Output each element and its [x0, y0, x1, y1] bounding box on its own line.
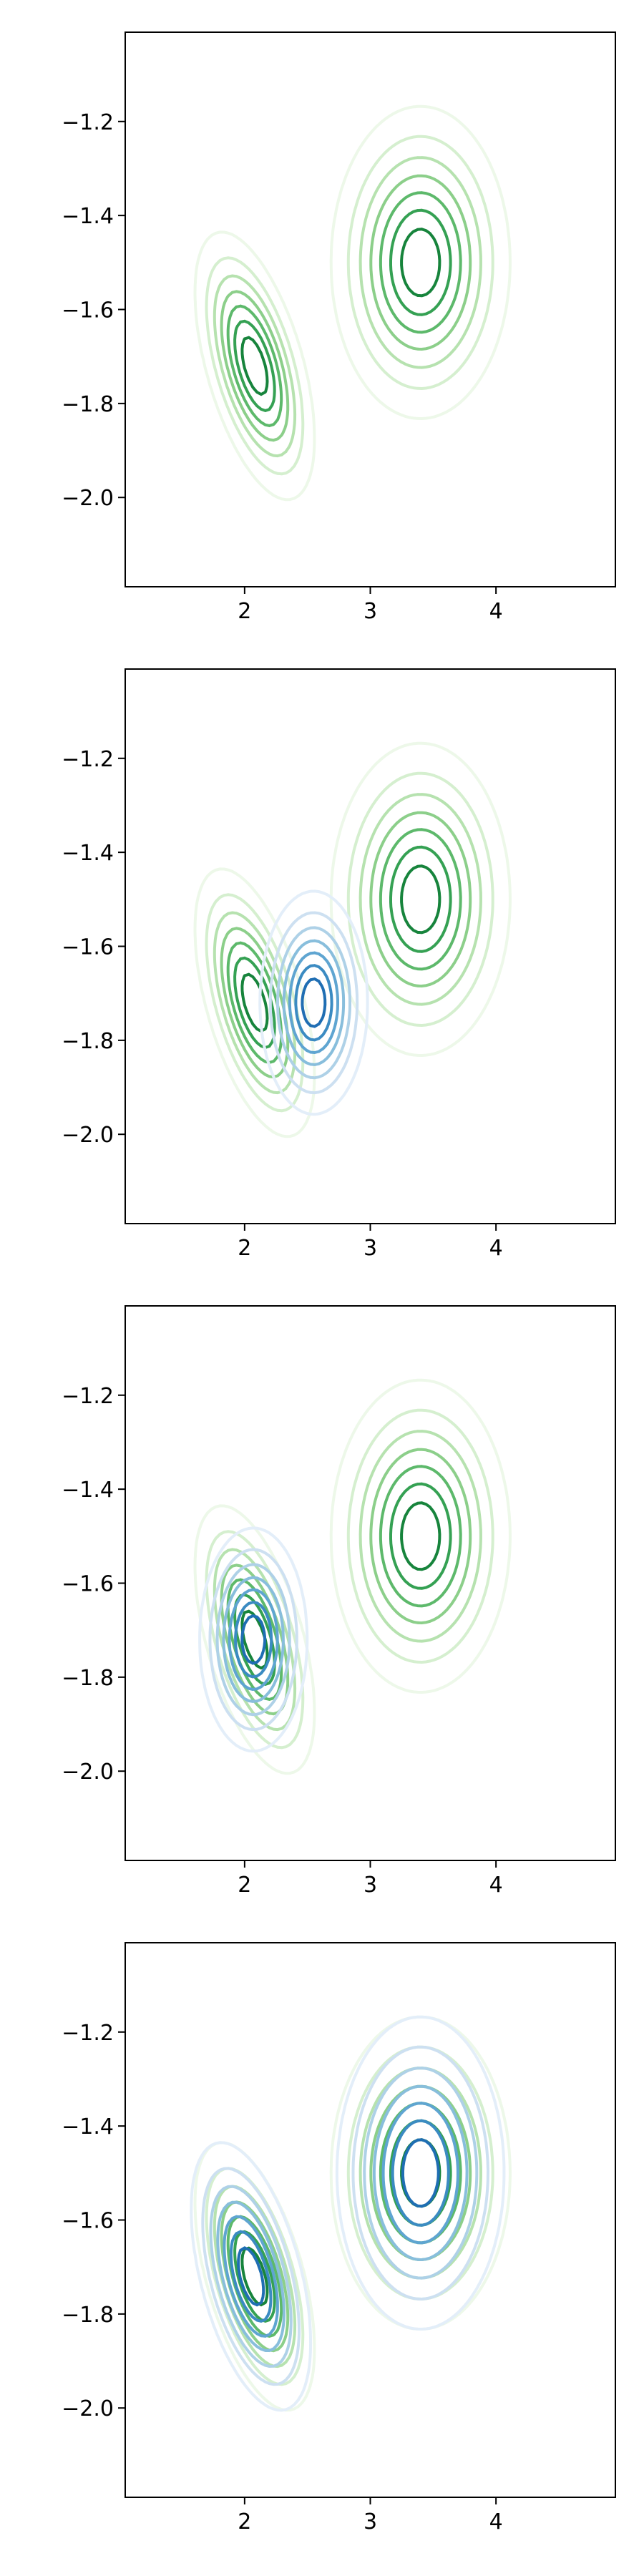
plot-area — [193, 741, 512, 1138]
contour-blues-level-5 — [288, 951, 339, 1054]
y-tick-label: −1.6 — [62, 2209, 114, 2234]
y-tick-label: −2.0 — [62, 1123, 114, 1148]
contour-blues-level-3 — [209, 2067, 479, 2368]
contour-blues-level-1 — [198, 1526, 309, 1753]
plot-area — [193, 1378, 512, 1775]
contour-blues-level-7 — [240, 1614, 267, 1665]
y-tick-label: −1.8 — [62, 392, 114, 417]
x-tick-label: 2 — [238, 599, 251, 624]
contour-blues-level-7 — [237, 2138, 440, 2307]
contour-blues-level-3 — [215, 1563, 291, 1717]
contour-greens-level-4 — [220, 174, 472, 442]
y-tick-label: −2.0 — [62, 1760, 114, 1785]
axes-frame — [125, 31, 616, 587]
x-tick-label: 2 — [238, 1873, 251, 1898]
y-tick-label: −1.2 — [62, 110, 114, 135]
contour-greens-level-1 — [193, 1378, 512, 1775]
contour-blues-level-5 — [228, 1588, 279, 1691]
contour-blues-level-4 — [216, 2084, 469, 2352]
contour-blues-level-5 — [223, 2102, 459, 2338]
series-greens — [193, 1378, 512, 1775]
y-tick-label: −1.4 — [62, 204, 114, 229]
y-tick-label: −2.0 — [62, 486, 114, 511]
contour-greens-level-7 — [240, 864, 441, 1033]
contour-blues-level-3 — [276, 926, 351, 1080]
y-tick-label: −1.4 — [62, 841, 114, 866]
contour-blues-level-1 — [190, 2015, 506, 2412]
contour-greens-level-4 — [220, 811, 472, 1079]
contour-greens-level-3 — [213, 793, 482, 1095]
x-tick-label: 4 — [489, 1873, 503, 1898]
x-tick-label: 2 — [238, 1236, 251, 1261]
x-tick-label: 2 — [238, 2509, 251, 2534]
panel-3: 2 3 4 −2.0 −1.8 −1.6 −1.4 −1.2 — [62, 1305, 616, 1898]
panel-2: 2 3 4 −2.0 −1.8 −1.6 −1.4 −1.2 — [62, 668, 616, 1261]
x-tick-label: 4 — [489, 599, 503, 624]
y-tick-label: −1.6 — [62, 935, 114, 960]
y-tick-label: −2.0 — [62, 2396, 114, 2421]
contour-blues-level-4 — [222, 1576, 285, 1703]
x-tick-label: 3 — [364, 2509, 377, 2534]
axes-frame — [125, 668, 616, 1224]
y-tick-label: −1.2 — [62, 2021, 114, 2046]
contour-greens-level-5 — [226, 1465, 462, 1701]
series-blues — [258, 889, 369, 1116]
series-greens — [193, 104, 512, 502]
contour-greens-level-6 — [233, 208, 452, 412]
contour-greens-level-7 — [240, 228, 441, 396]
contour-blues-level-6 — [229, 2119, 450, 2323]
contour-greens-level-5 — [226, 828, 462, 1064]
x-tick-label: 3 — [364, 1873, 377, 1898]
plot-area — [193, 104, 512, 502]
x-tick-label: 4 — [489, 2509, 503, 2534]
y-tick-label: −1.2 — [62, 1384, 114, 1409]
series-blues — [190, 2015, 506, 2412]
y-tick-label: −1.8 — [62, 1029, 114, 1054]
contour-blues-level-4 — [282, 939, 346, 1066]
y-tick-label: −1.6 — [62, 298, 114, 323]
y-tick-label: −1.6 — [62, 1572, 114, 1597]
panel-1: 2 3 4 −2.0 −1.8 −1.6 −1.4 −1.2 — [62, 31, 616, 624]
plot-area — [190, 2015, 512, 2412]
contour-blues-level-2 — [268, 911, 359, 1095]
contour-blues-level-2 — [208, 1548, 298, 1732]
axes-frame — [125, 1305, 616, 1861]
y-tick-label: −1.8 — [62, 2303, 114, 2328]
x-tick-label: 3 — [364, 599, 377, 624]
y-tick-label: −1.4 — [62, 1478, 114, 1503]
contour-greens-level-2 — [205, 135, 494, 476]
contour-greens-level-2 — [205, 771, 494, 1113]
contour-blues-level-1 — [258, 889, 369, 1116]
contour-blues-level-6 — [234, 1601, 273, 1679]
contour-blues-level-7 — [301, 977, 327, 1028]
contour-greens-level-5 — [226, 191, 462, 427]
contour-greens-level-1 — [193, 741, 512, 1138]
y-tick-label: −1.8 — [62, 1666, 114, 1691]
contour-blues-level-6 — [294, 964, 333, 1042]
y-tick-label: −1.2 — [62, 747, 114, 772]
contour-blues-level-2 — [201, 2045, 489, 2386]
series-greens — [193, 741, 512, 1138]
x-tick-label: 3 — [364, 1236, 377, 1261]
contour-greens-level-3 — [213, 156, 482, 458]
x-tick-label: 4 — [489, 1236, 503, 1261]
y-tick-label: −1.4 — [62, 2114, 114, 2140]
panel-4: 2 3 4 −2.0 −1.8 −1.6 −1.4 −1.2 — [62, 1942, 616, 2534]
contour-greens-level-3 — [213, 2067, 482, 2368]
contour-greens-level-1 — [193, 104, 512, 502]
series-blues — [198, 1526, 309, 1753]
